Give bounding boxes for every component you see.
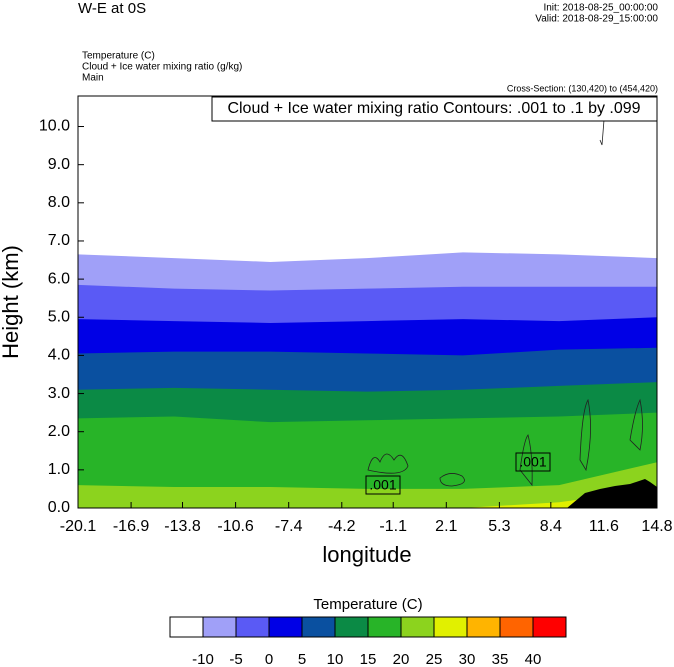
colorbar-swatch: [466, 616, 501, 638]
colorbar-swatch: [400, 616, 435, 638]
x-tick-label: 5.3: [488, 518, 510, 535]
y-tick-label: 0.0: [48, 499, 70, 516]
colorbar-swatch: [433, 616, 468, 638]
x-tick-label: -13.8: [164, 518, 201, 535]
colorbar-swatch: [268, 616, 303, 638]
y-tick-label: 3.0: [48, 385, 70, 402]
y-tick-label: 9.0: [48, 156, 70, 173]
colorbar-swatch: [334, 616, 369, 638]
terrain: [567, 479, 657, 508]
init-time: Init: 2018-08-25_00:00:00: [543, 3, 658, 14]
field-label: Temperature (C): [82, 51, 155, 62]
colorbar-swatch: [499, 616, 534, 638]
y-tick-label: 4.0: [48, 347, 70, 364]
chart-title: W-E at 0S: [78, 0, 146, 17]
colorbar-swatch: [202, 616, 237, 638]
y-tick-label: 7.0: [48, 232, 70, 249]
y-tick-label: 8.0: [48, 194, 70, 211]
colorbar-label: 5: [298, 651, 306, 667]
contour-label-box: [365, 475, 401, 495]
contour-info-box: [211, 96, 658, 122]
x-axis-label: longitude: [322, 542, 411, 567]
x-tick-label: 11.6: [589, 518, 619, 535]
contour-info: Cloud + Ice water mixing ratio Contours:…: [227, 100, 640, 117]
valid-time: Valid: 2018-08-29_15:00:00: [535, 14, 658, 25]
x-tick-label: -1.1: [379, 518, 407, 535]
colorbar-label: 35: [492, 651, 509, 667]
field-label: Cloud + Ice water mixing ratio (g/kg): [82, 62, 242, 73]
colorbar-swatch: [235, 616, 270, 638]
colorbar-label: 20: [393, 651, 410, 667]
x-tick-label: -10.6: [217, 518, 254, 535]
y-tick-label: 1.0: [48, 461, 70, 478]
colorbar-swatch: [301, 616, 336, 638]
field-label: Main: [82, 73, 104, 84]
temperature-band: [78, 462, 657, 508]
cloud-contours: [367, 119, 643, 487]
colorbar-swatch: [169, 616, 204, 638]
y-axis-label: Height (km): [0, 245, 23, 359]
colorbar-swatch: [367, 616, 402, 638]
plot-area: [78, 252, 657, 508]
colorbar-title: Temperature (C): [313, 596, 422, 613]
colorbar-swatch: [532, 616, 567, 638]
colorbar-label: -5: [229, 651, 242, 667]
y-tick-label: 6.0: [48, 270, 70, 287]
y-tick-label: 10.0: [39, 118, 70, 135]
x-tick-label: -16.9: [113, 518, 150, 535]
cross-section: Cross-Section: (130,420) to (454,420): [507, 83, 658, 93]
contour-label: .001: [519, 454, 546, 470]
colorbar-label: 15: [360, 651, 377, 667]
temperature-band: [78, 412, 657, 508]
x-tick-label: -20.1: [60, 518, 97, 535]
x-tick-label: -7.4: [275, 518, 303, 535]
x-tick-label: 14.8: [641, 518, 672, 535]
colorbar-label: 0: [265, 651, 273, 667]
colorbar-label: -10: [192, 651, 214, 667]
x-tick-label: 8.4: [540, 518, 562, 535]
x-tick-label: 2.1: [435, 518, 457, 535]
y-tick-label: 2.0: [48, 423, 70, 440]
x-tick-label: -4.2: [328, 518, 356, 535]
y-tick-label: 5.0: [48, 308, 70, 325]
contour-label: .001: [369, 477, 396, 493]
colorbar-label: 40: [525, 651, 542, 667]
colorbar-label: 10: [327, 651, 344, 667]
plot-frame: [77, 95, 658, 509]
colorbar-label: 30: [459, 651, 476, 667]
colorbar: -10 -5 0 5 10 15 20 25 30 35 40: [169, 616, 567, 667]
colorbar-label: 25: [426, 651, 443, 667]
contour-label-box: [515, 452, 551, 472]
